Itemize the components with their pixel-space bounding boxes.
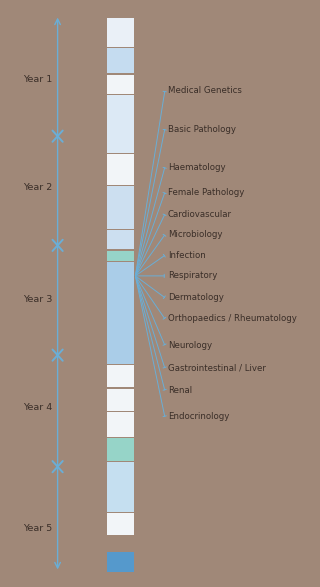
Text: Neurology: Neurology bbox=[168, 340, 212, 350]
Bar bbox=[107, 251, 134, 261]
Bar bbox=[107, 154, 134, 185]
Text: Year 1: Year 1 bbox=[24, 75, 53, 84]
Text: Dermatology: Dermatology bbox=[168, 293, 224, 302]
Bar bbox=[107, 412, 134, 437]
Bar bbox=[107, 513, 134, 535]
Bar bbox=[107, 262, 134, 364]
Bar bbox=[107, 18, 134, 47]
Text: Infection: Infection bbox=[168, 251, 206, 260]
Bar bbox=[107, 186, 134, 229]
Text: Basic Pathology: Basic Pathology bbox=[168, 124, 236, 134]
Bar bbox=[107, 75, 134, 94]
Text: Respiratory: Respiratory bbox=[168, 271, 217, 281]
Bar bbox=[107, 95, 134, 153]
Text: Year 5: Year 5 bbox=[24, 524, 53, 533]
Text: Renal: Renal bbox=[168, 386, 192, 395]
Text: Haematology: Haematology bbox=[168, 163, 226, 172]
Text: Year 2: Year 2 bbox=[24, 183, 53, 193]
Text: Orthopaedics / Rheumatology: Orthopaedics / Rheumatology bbox=[168, 314, 297, 323]
Text: Microbiology: Microbiology bbox=[168, 230, 222, 239]
Text: Gastrointestinal / Liver: Gastrointestinal / Liver bbox=[168, 363, 266, 373]
Bar bbox=[107, 365, 134, 387]
Bar bbox=[107, 552, 134, 572]
Bar bbox=[107, 462, 134, 512]
Text: Year 3: Year 3 bbox=[23, 295, 53, 304]
Bar bbox=[107, 438, 134, 461]
Text: Female Pathology: Female Pathology bbox=[168, 188, 244, 197]
Bar bbox=[107, 48, 134, 73]
Text: Medical Genetics: Medical Genetics bbox=[168, 86, 242, 96]
Text: Endocrinology: Endocrinology bbox=[168, 412, 229, 421]
Text: Year 4: Year 4 bbox=[24, 403, 53, 413]
Bar bbox=[107, 389, 134, 411]
Text: Cardiovascular: Cardiovascular bbox=[168, 210, 232, 219]
Bar bbox=[107, 230, 134, 249]
